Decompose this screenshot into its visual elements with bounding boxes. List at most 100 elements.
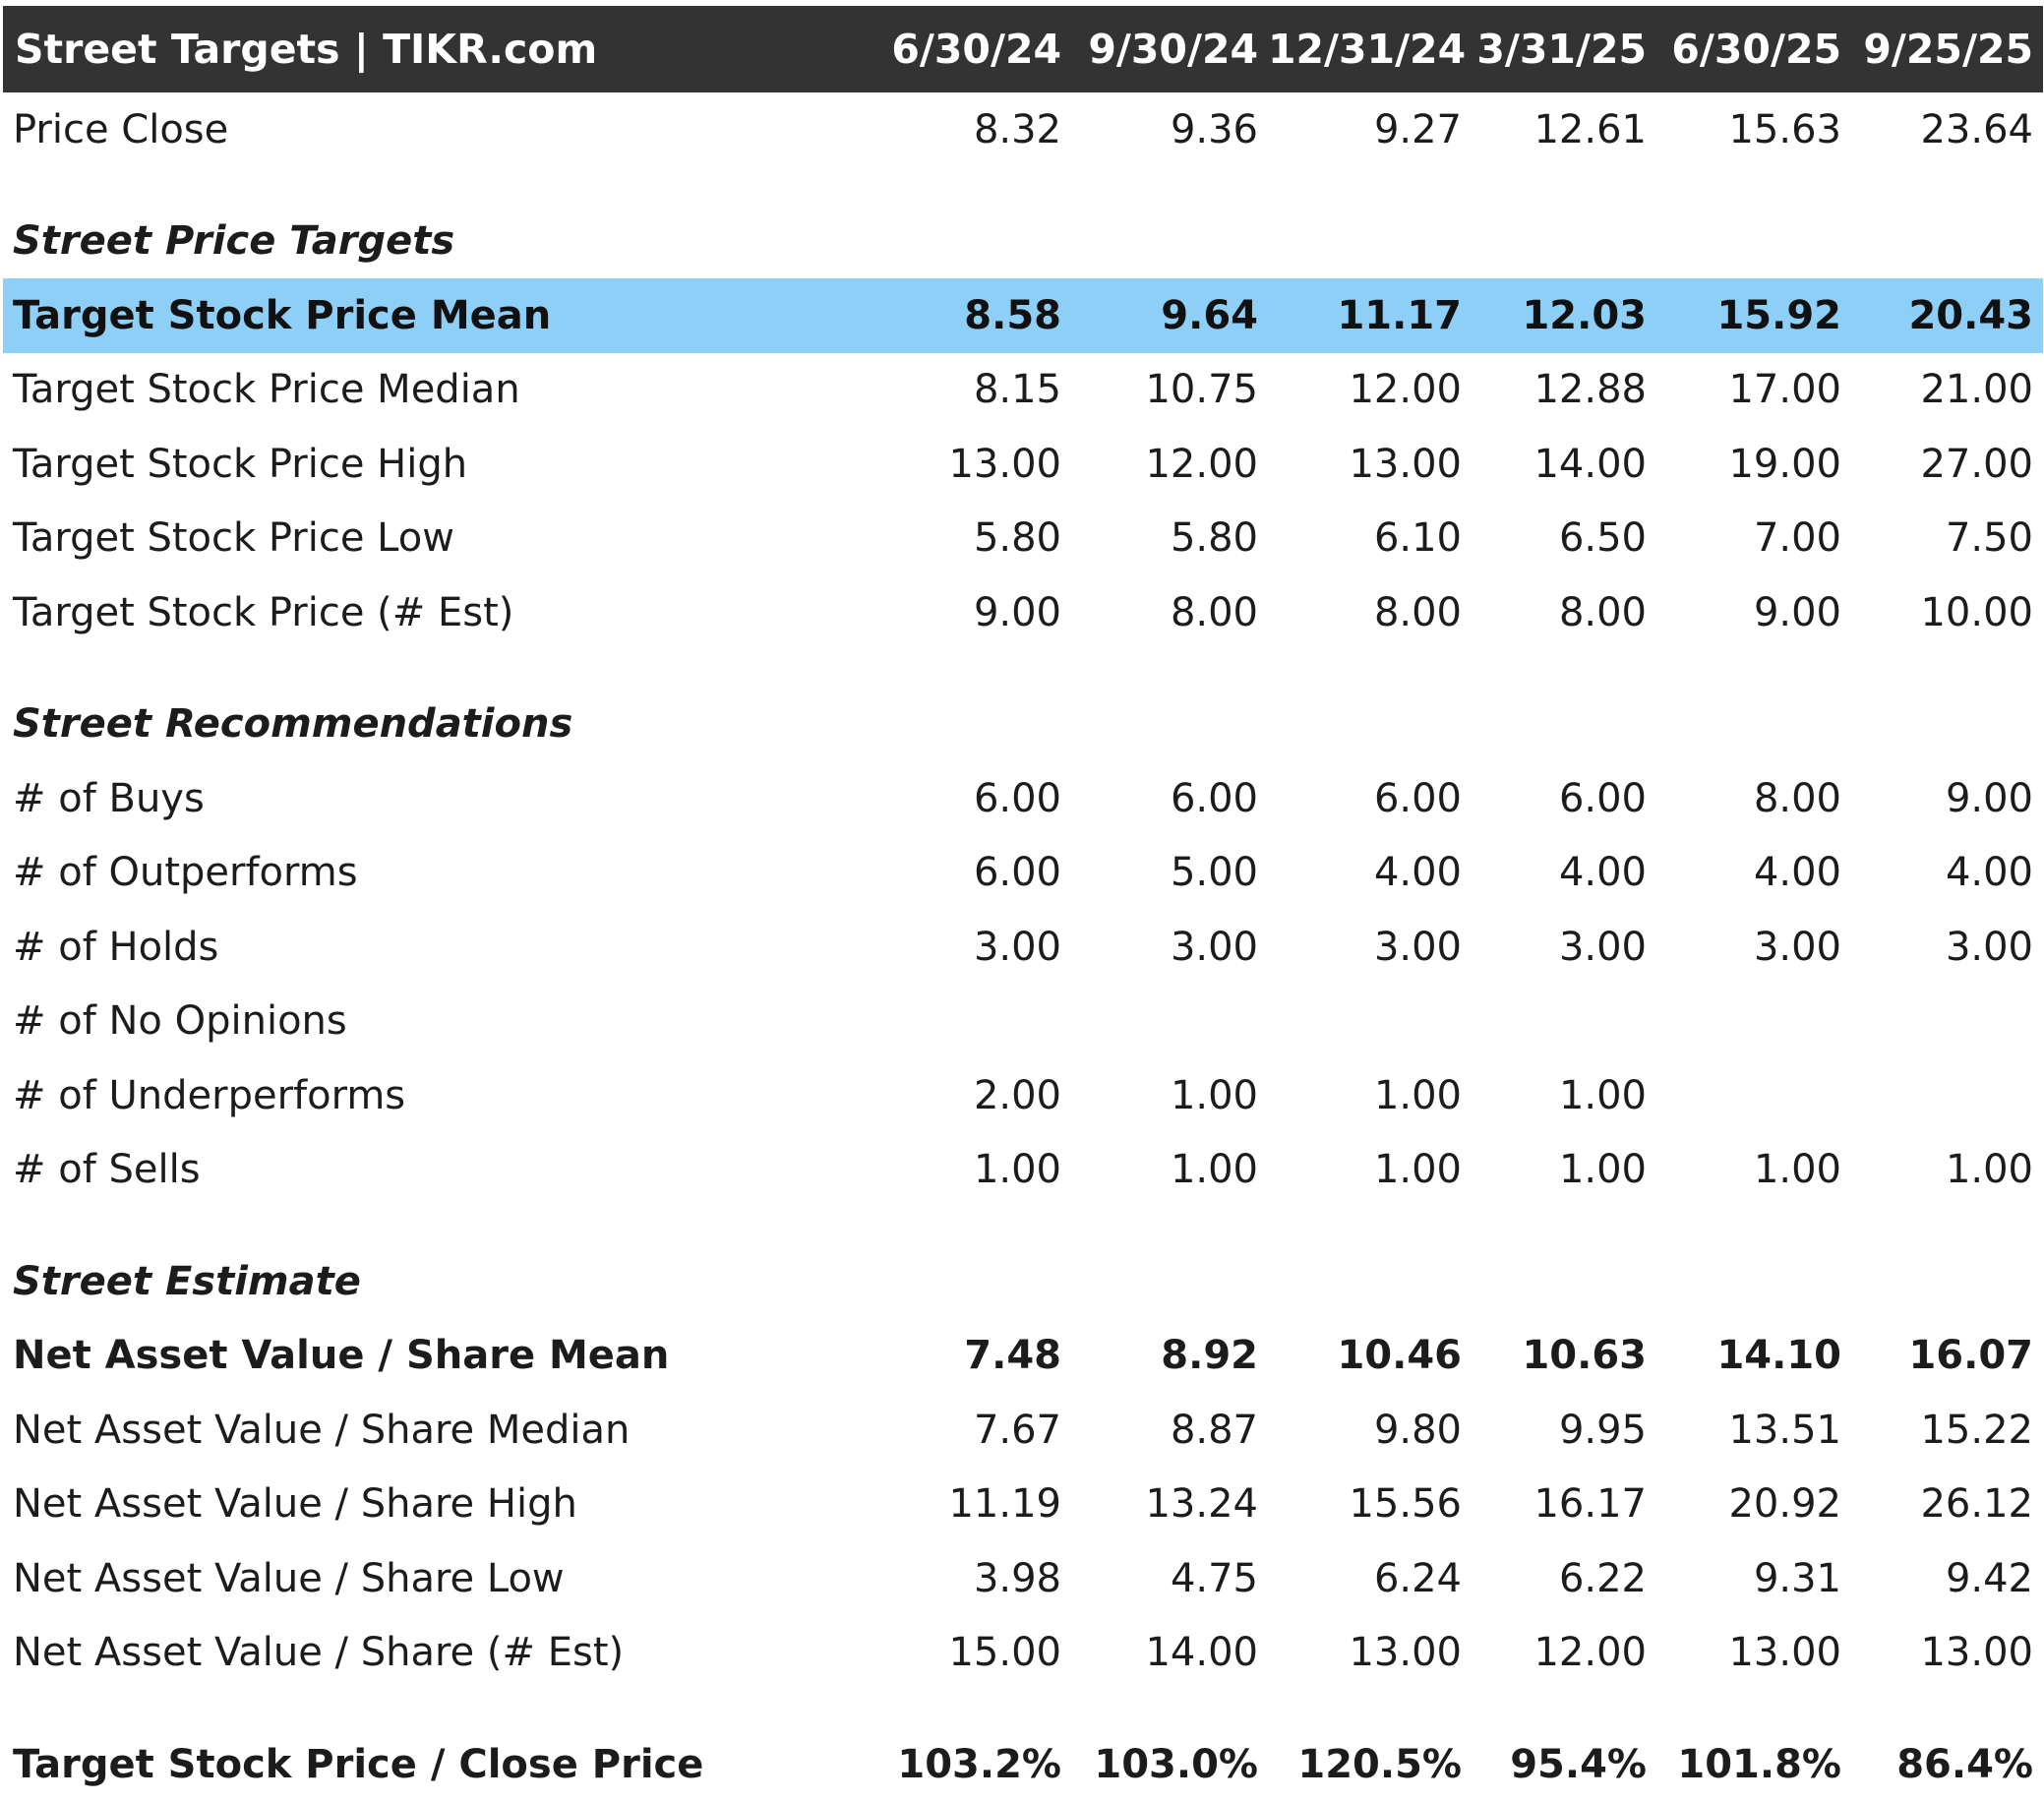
value-cell [1071,985,1268,1059]
value-cell: 15.63 [1728,106,1841,152]
value-cell: 5.80 [1170,515,1258,562]
value-cell [1472,985,1656,1059]
row-label: Target Stock Price (# Est) [13,589,514,635]
row-label: Net Asset Value / Share Median [13,1407,631,1453]
value-cell: 10.00 [1920,589,2033,635]
value-cell: 21.00 [1920,367,2033,413]
row-target-stock-price-est: Target Stock Price (# Est) 9.00 8.00 8.00 8.… [3,575,2043,650]
row-outperforms: # of Outperforms 6.00 5.00 4.00 4.00 4.00 4.00 [3,836,2043,911]
section-street-recommendations: Street Recommendations [3,688,2043,762]
value-cell: 6.00 [973,775,1061,821]
value-cell: 9.31 [1753,1555,1841,1601]
value-cell: 11.19 [948,1481,1061,1528]
value-cell: 23.64 [1920,106,2033,152]
row-label: Target Stock Price Median [13,367,520,413]
value-cell: 4.00 [1945,850,2033,896]
value-cell: 12.00 [1349,367,1462,413]
value-cell: 6.10 [1373,515,1462,562]
value-cell: 9.36 [1170,106,1258,152]
value-cell: 16.17 [1533,1481,1647,1528]
value-cell: 9.42 [1945,1555,2033,1601]
value-cell: 4.00 [1373,850,1462,896]
section-heading: Street Estimate [13,1258,361,1304]
row-nav-share-est: Net Asset Value / Share (# Est) 15.00 14.0… [3,1616,2043,1691]
value-cell: 13.00 [948,441,1061,487]
spacer-row [3,1207,2043,1244]
value-cell [1656,985,1851,1059]
value-cell: 6.00 [1373,775,1462,821]
value-cell: 9.00 [973,589,1061,635]
value-cell: 120.5% [1297,1741,1462,1787]
value-cell: 4.75 [1170,1555,1258,1601]
row-target-stock-price-mean: Target Stock Price Mean 8.58 9.64 11.17 12.0… [3,278,2043,353]
value-cell: 13.24 [1145,1481,1258,1528]
value-cell: 10.75 [1145,367,1258,413]
column-header-date: 6/30/25 [1671,26,1841,73]
value-cell: 7.00 [1753,515,1841,562]
value-cell: 12.03 [1522,292,1647,338]
value-cell: 13.00 [1728,1630,1841,1676]
table-title: Street Targets | TIKR.com [15,26,598,73]
value-cell: 8.15 [973,367,1061,413]
value-cell: 8.00 [1170,589,1258,635]
value-cell: 12.00 [1145,441,1258,487]
value-cell: 3.00 [1373,924,1462,970]
value-cell: 6.00 [1170,775,1258,821]
value-cell: 11.17 [1337,292,1462,338]
value-cell: 12.61 [1533,106,1647,152]
row-nav-share-median: Net Asset Value / Share Median 7.67 8.87 9.… [3,1393,2043,1468]
value-cell: 15.92 [1716,292,1841,338]
value-cell: 103.2% [897,1741,1061,1787]
value-cell: 14.00 [1533,441,1647,487]
header-row: Street Targets | TIKR.com 6/30/24 9/30/2… [3,6,2043,92]
value-cell: 1.00 [1558,1072,1647,1118]
street-targets-table-container: Street Targets | TIKR.com 6/30/24 9/30/2… [3,6,2043,1802]
row-holds: # of Holds 3.00 3.00 3.00 3.00 3.00 3.00 [3,910,2043,985]
value-cell: 1.00 [1753,1147,1841,1193]
value-cell: 12.00 [1533,1630,1647,1676]
row-target-close-ratio: Target Stock Price / Close Price 103.2% 10… [3,1727,2043,1802]
row-label: # of Outperforms [13,850,358,896]
value-cell: 20.92 [1728,1481,1841,1528]
value-cell: 4.00 [1558,850,1647,896]
value-cell: 8.87 [1170,1407,1258,1453]
value-cell: 15.00 [948,1630,1061,1676]
row-label: # of Underperforms [13,1072,406,1118]
row-buys: # of Buys 6.00 6.00 6.00 6.00 8.00 9.00 [3,761,2043,836]
value-cell: 9.80 [1373,1407,1462,1453]
value-cell: 9.27 [1373,106,1462,152]
value-cell: 1.00 [1170,1147,1258,1193]
value-cell: 12.88 [1533,367,1647,413]
row-label: Net Asset Value / Share Mean [13,1333,670,1379]
value-cell: 6.00 [1558,775,1647,821]
value-cell: 6.24 [1373,1555,1462,1601]
row-label: # of Sells [13,1147,201,1193]
value-cell: 1.00 [1558,1147,1647,1193]
row-label: # of No Opinions [13,998,347,1045]
value-cell: 9.95 [1558,1407,1647,1453]
column-header-date: 3/31/25 [1476,26,1647,73]
row-label: # of Holds [13,924,219,970]
row-label: Target Stock Price Low [13,515,454,562]
row-underperforms: # of Underperforms 2.00 1.00 1.00 1.00 [3,1058,2043,1133]
value-cell: 103.0% [1094,1741,1258,1787]
row-label: Target Stock Price / Close Price [13,1741,704,1787]
value-cell: 3.00 [1558,924,1647,970]
value-cell: 86.4% [1896,1741,2033,1787]
value-cell [1851,985,2043,1059]
row-label: Target Stock Price High [13,441,468,487]
value-cell: 7.50 [1945,515,2033,562]
value-cell: 3.00 [1170,924,1258,970]
value-cell: 10.46 [1337,1333,1462,1379]
value-cell [1656,1058,1851,1133]
value-cell: 20.43 [1908,292,2033,338]
column-header-date: 9/30/24 [1088,26,1258,73]
value-cell: 3.00 [973,924,1061,970]
value-cell: 8.00 [1373,589,1462,635]
row-nav-share-high: Net Asset Value / Share High 11.19 13.24 15… [3,1468,2043,1542]
value-cell: 3.98 [973,1555,1061,1601]
value-cell: 1.00 [1373,1147,1462,1193]
street-targets-table: Street Targets | TIKR.com 6/30/24 9/30/2… [3,6,2043,1802]
value-cell: 13.00 [1349,1630,1462,1676]
value-cell: 15.22 [1920,1407,2033,1453]
